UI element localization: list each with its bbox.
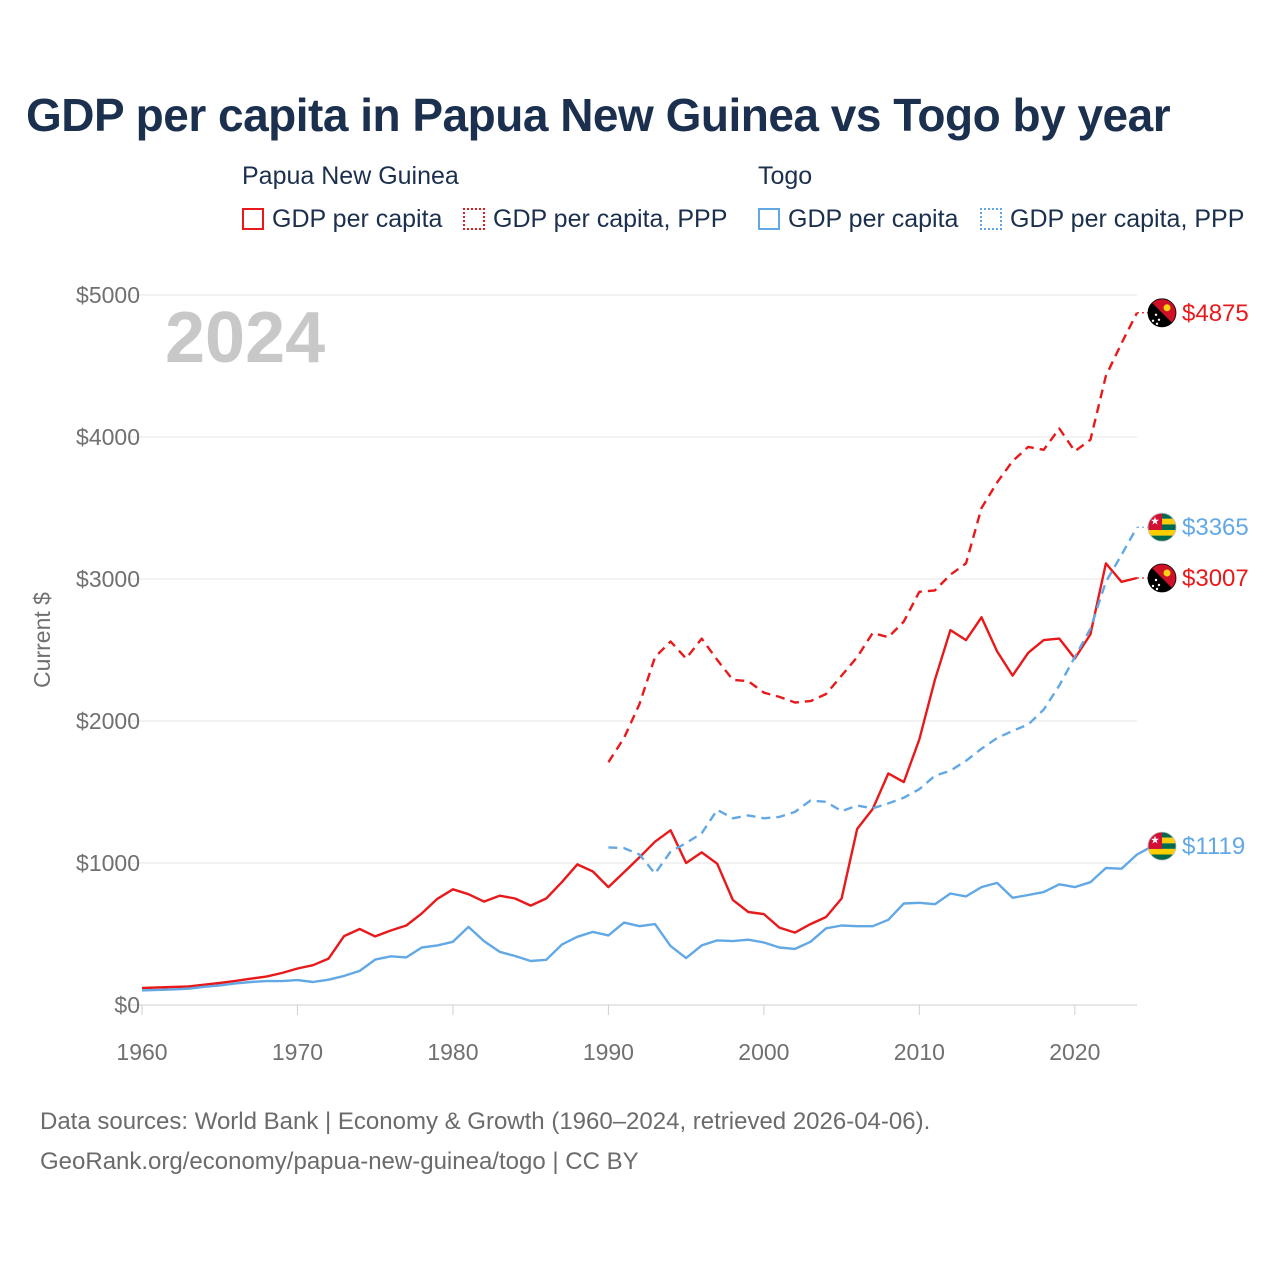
year-watermark: 2024	[165, 298, 325, 378]
x-tick-label: 2000	[738, 1039, 789, 1065]
png-flag-star	[1154, 313, 1158, 316]
y-tick-label: $5000	[76, 282, 140, 308]
end-value-label: $4875	[1182, 300, 1249, 327]
legend-label: GDP per capita	[272, 204, 443, 233]
end-value-label: $3365	[1182, 514, 1249, 541]
series-line-togo-ppp	[608, 526, 1139, 875]
png-flag-star	[1157, 583, 1161, 587]
y-axis-label: Current $	[29, 592, 55, 688]
png-flag-star	[1155, 587, 1159, 591]
flag-png-icon	[1147, 298, 1177, 328]
flag-png-icon	[1147, 563, 1177, 593]
legend-label: GDP per capita, PPP	[1010, 204, 1245, 233]
legend-item-png-ppp[interactable]: GDP per capita, PPP	[463, 202, 727, 236]
flag-togo-icon	[1147, 831, 1177, 861]
legend-item-png-gdp[interactable]: GDP per capita	[242, 202, 442, 236]
footer-source: Data sources: World Bank | Economy & Gro…	[40, 1108, 931, 1135]
togo-flag-stripe	[1148, 848, 1176, 855]
flag-border	[1147, 512, 1177, 542]
flag-border	[1147, 563, 1177, 593]
x-tick-label: 1980	[427, 1039, 478, 1065]
togo-flag-stripe	[1148, 854, 1176, 861]
legend-item-togo-ppp[interactable]: GDP per capita, PPP	[980, 202, 1244, 236]
series-line-png-ppp	[607, 312, 1139, 763]
png-flag-bird	[1163, 304, 1171, 312]
legend-group-png: Papua New Guinea	[242, 162, 459, 190]
y-tick-label: $3000	[76, 566, 140, 592]
y-tick-label: $4000	[76, 424, 140, 450]
x-tick-label: 1960	[116, 1039, 167, 1065]
series-line-togo-gdp	[141, 845, 1154, 992]
end-value-label: $3007	[1182, 565, 1249, 592]
flag-border	[1147, 831, 1177, 861]
x-tick-label: 1970	[272, 1039, 323, 1065]
legend-item-togo-gdp[interactable]: GDP per capita	[758, 202, 958, 236]
togo-flag-star	[1151, 516, 1159, 525]
legend-swatch-dotted-icon	[980, 208, 1002, 230]
chart-title: GDP per capita in Papua New Guinea vs To…	[26, 89, 1171, 141]
png-flag-star	[1151, 584, 1155, 588]
png-flag-shape	[1148, 298, 1176, 327]
legend-group-togo: Togo	[758, 162, 813, 190]
y-tick-label: $1000	[76, 850, 140, 876]
png-flag-star	[1151, 319, 1155, 322]
png-flag-star	[1157, 318, 1161, 321]
legend-swatch-solid-icon	[242, 208, 264, 230]
png-flag-star	[1154, 578, 1158, 582]
flag-togo-icon	[1147, 512, 1177, 542]
legend-swatch-solid-icon	[758, 208, 780, 230]
png-flag-bird	[1163, 569, 1171, 577]
footer-link[interactable]: GeoRank.org/economy/papua-new-guinea/tog…	[40, 1148, 639, 1175]
togo-flag-star	[1151, 835, 1159, 844]
y-tick-label: $2000	[76, 708, 140, 734]
togo-flag-stripe	[1148, 535, 1176, 542]
end-value-label: $1119	[1182, 833, 1245, 860]
y-tick-label: $0	[114, 992, 140, 1018]
legend-swatch-dotted-icon	[463, 208, 485, 230]
x-tick-label: 2020	[1049, 1039, 1100, 1065]
legend-label: GDP per capita, PPP	[493, 204, 728, 233]
legend-label: GDP per capita	[788, 204, 959, 233]
series-line-png-gdp	[141, 562, 1138, 990]
png-flag-star	[1155, 322, 1159, 325]
togo-flag-stripe	[1148, 530, 1176, 536]
x-tick-label: 2010	[894, 1039, 945, 1065]
flag-border	[1147, 298, 1177, 328]
x-tick-label: 1990	[583, 1039, 634, 1065]
png-flag-shape	[1148, 564, 1176, 592]
